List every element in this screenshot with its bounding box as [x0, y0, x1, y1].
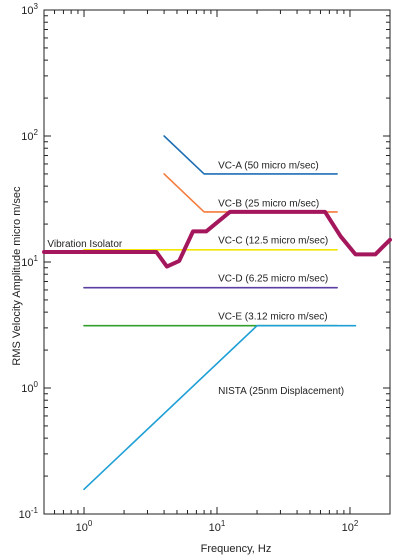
series-label: VC-C (12.5 micro m/sec) [218, 236, 328, 247]
series-line [42, 209, 392, 269]
series-label: VC-D (6.25 micro m/sec) [218, 274, 328, 285]
series-label: VC-B (25 micro m/sec) [218, 199, 319, 210]
series-label: VC-E (3.12 micro m/sec) [218, 311, 327, 322]
x-tick-label: 101 [209, 519, 226, 534]
y-tick-label: 102 [21, 128, 38, 143]
y-tick-label: 10-1 [19, 506, 39, 521]
series-label: NISTA (25nm Displacement) [218, 386, 344, 397]
series-label: VC-A (50 micro m/sec) [218, 161, 319, 172]
series-lines [42, 135, 392, 491]
y-tick-label: 100 [21, 380, 38, 395]
y-tick-label: 101 [21, 254, 38, 269]
plot-frame [43, 9, 391, 515]
series-label: Vibration Isolator [47, 239, 123, 250]
x-tick-label: 102 [342, 519, 359, 534]
y-axis-title: RMS Velocity Amplitude micro m/sec [11, 186, 23, 366]
series-line [163, 135, 338, 175]
x-axis-title: Frequency, Hz [201, 543, 272, 555]
series-line [83, 324, 357, 491]
series-labels: VC-A (50 micro m/sec) VC-B (25 micro m/se… [47, 161, 344, 397]
y-tick-label: 103 [21, 2, 38, 17]
x-tick-label: 100 [76, 519, 93, 534]
axes: 100 101 102 10-1 100 101 102 103 [19, 2, 391, 534]
